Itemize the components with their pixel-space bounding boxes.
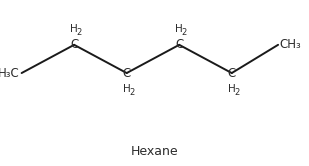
- Text: C: C: [70, 38, 78, 51]
- Text: H: H: [175, 24, 183, 34]
- Text: 2: 2: [234, 88, 239, 97]
- Text: H: H: [70, 24, 78, 34]
- Text: CH₃: CH₃: [280, 38, 301, 51]
- Text: 2: 2: [77, 28, 82, 37]
- Text: H: H: [123, 84, 131, 94]
- Text: H₃C: H₃C: [0, 67, 20, 80]
- Text: Hexane: Hexane: [131, 145, 178, 158]
- Text: C: C: [175, 38, 183, 51]
- Text: 2: 2: [129, 88, 134, 97]
- Text: 2: 2: [182, 28, 187, 37]
- Text: H: H: [228, 84, 236, 94]
- Text: C: C: [123, 67, 131, 80]
- Text: C: C: [228, 67, 236, 80]
